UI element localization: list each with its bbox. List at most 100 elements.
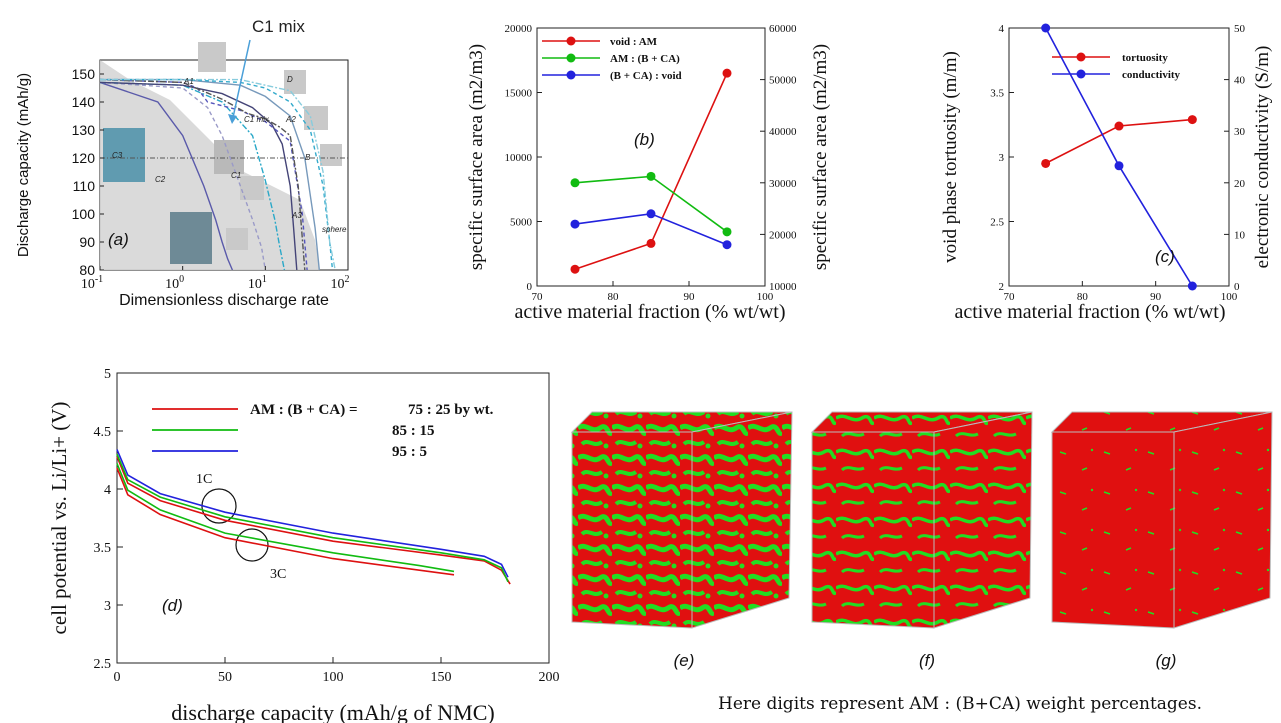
panel-d-xtick-label: 150 [431,670,452,685]
panel-c-legend-label: tortuosity [1122,52,1168,64]
panel-b-legend-label: (B + CA) : void [610,70,682,82]
panel-a-microstructure-c1mix [214,140,244,174]
panel-d-xlabel: discharge capacity (mAh/g of NMC) [171,700,494,723]
panel-a-microstructure-c2 [170,212,212,264]
panel-b-xlabel: active material fraction (% wt/wt) [515,301,786,323]
cube-e-front [572,432,692,628]
panel-d-series-3 [117,468,454,575]
panel-a-xtick-label: 10-1 [81,274,103,292]
panel-a-ytick-label: 100 [72,206,96,222]
panel-c-ytick-left-label: 4 [999,23,1005,35]
panel-a: 80 90 100 110 120 130 140 150 10-1 100 101 102Dimen… [15,17,350,309]
image-label-e: (e) [674,651,695,670]
panel-c-ytick-left-label: 3.5 [990,88,1004,100]
panel-b-ylabel-right: specific surface area (m2/m3) [810,44,831,270]
panel-a-microstructure-c3 [103,128,145,182]
panel-b-series-point [723,240,732,249]
panel-d-xtick-label: 0 [114,670,121,685]
panel-b-series-point [647,172,656,181]
panel-c-ytick-right-label: 30 [1234,126,1246,138]
panel-c-series-point [1188,115,1197,124]
panel-a-microstructure-a3 [226,228,248,250]
panel-a-annotation-c2: C2 [155,175,166,184]
panel-d-ytick-label: 2.5 [94,657,112,672]
panel-a-xtick-label: 101 [248,274,267,292]
panel-b-series-point [647,209,656,218]
panel-a-ytick-label: 80 [79,262,95,278]
panel-a-ylabel: Discharge capacity (mAh/g) [15,73,32,257]
panel-c-frame [1009,28,1229,286]
panel-d-legend-title: AM : (B + CA) = [250,402,358,418]
panel-c-legend-marker [1077,70,1086,79]
panel-a-annotation-sphere: sphere [322,225,347,234]
panel-b-ytick-right-label: 40000 [769,126,797,138]
panel-c-series-point [1115,161,1124,170]
panel-c-legend-label: conductivity [1122,69,1181,81]
panel-a-annotation-a2: A2 [285,115,296,124]
panel-c-label: (c) [1155,247,1175,266]
panel-d-legend-label: 95 : 5 [392,444,427,460]
panel-b-series-point [571,178,580,187]
panel-c-series-point [1115,122,1124,131]
panel-b-legend-label: AM : (B + CA) [610,53,680,65]
panel-a-annotation-b: B [305,153,311,162]
panel-c-legend-marker [1077,53,1086,62]
panel-d-ytick-label: 5 [104,367,111,382]
panel-a-ytick-label: 90 [79,234,95,250]
cube-f-front [812,432,934,628]
panel-a-ytick-label: 110 [73,178,96,194]
panel-b-ytick-left-label: 15000 [505,88,533,100]
panel-d-ytick-label: 3 [104,599,111,614]
panel-b-ylabel-left: specific surface area (m2/m3) [466,44,487,270]
cube-g [1052,412,1272,628]
panel-b-series-line-1 [575,176,727,231]
panel-c-ytick-right-label: 50 [1234,23,1246,35]
panel-a-ytick-label: 130 [72,122,96,138]
panel-b-ytick-right-label: 20000 [769,229,797,241]
panel-d-series-1 [117,454,508,582]
panel-d-label: (d) [162,596,183,615]
panel-d-xtick-label: 200 [539,670,560,685]
panel-d-ylabel: cell potential vs. Li/Li+ (V) [47,402,71,635]
panel-a-annotation-c3: C3 [112,151,123,160]
panel-c-series-point [1188,282,1197,291]
panel-d-xtick-label: 50 [218,670,232,685]
panel-d-annotation-1c: 1C [196,472,212,487]
panel-b-ytick-right-label: 30000 [769,178,797,190]
panel-c-ytick-left-label: 3 [999,152,1005,164]
panel-a-xtick-label: 102 [331,274,350,292]
panel-b-series-point [723,69,732,78]
caption-note: Here digits represent AM : (B+CA) weight… [640,694,1280,714]
panel-c-series-point [1041,24,1050,33]
panel-a-annotation-c1: C1 [231,171,241,180]
panel-a-xlabel: Dimensionless discharge rate [119,292,329,309]
panel-a-label: (a) [108,230,129,249]
panel-c-ytick-right-label: 10 [1234,229,1246,241]
panel-a-microstructure-b [320,144,342,166]
panel-b-legend-marker [567,71,576,80]
panel-d-series-2 [117,450,508,578]
panel-b-ytick-left-label: 5000 [510,217,533,229]
panel-c-series-point [1041,159,1050,168]
cube-e [572,412,792,628]
panel-d-xtick-label: 100 [323,670,344,685]
panel-b-series-point [723,227,732,236]
panel-a-ytick-label: 150 [72,66,96,82]
panel-b-series-point [571,220,580,229]
panel-a-annotation-c1mix-top: C1 mix [252,17,305,36]
panel-c-ytick-right-label: 40 [1234,75,1246,87]
panel-b-legend-label: void : AM [610,36,658,48]
panel-a-microstructure-a1 [198,42,226,72]
panel-b-ytick-left-label: 10000 [505,152,533,164]
panel-b-legend-marker [567,54,576,63]
panel-b-ytick-right-label: 60000 [769,23,797,35]
panel-a-xtick-label: 100 [165,274,184,292]
panel-a-ytick-label: 120 [72,150,96,166]
panel-b-series-point [571,265,580,274]
panel-b-ytick-right-label: 50000 [769,75,797,87]
panel-d-ytick-label: 4.5 [94,425,112,440]
image-label-g: (g) [1156,651,1177,670]
panel-c-ytick-right-label: 20 [1234,178,1246,190]
